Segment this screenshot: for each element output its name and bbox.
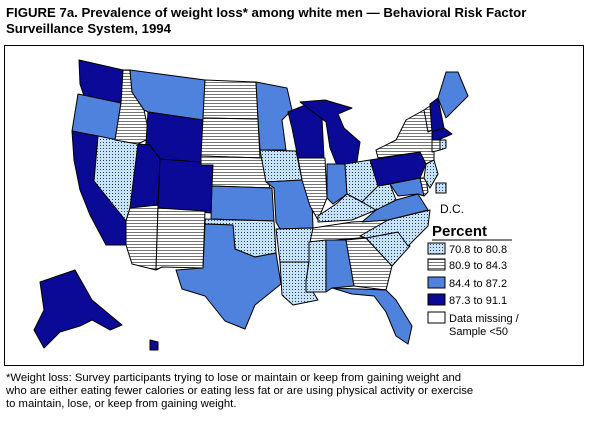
- footnote-line-1: *Weight loss: Survey participants trying…: [6, 372, 462, 384]
- legend-label-1: 70.8 to 80.8: [449, 244, 507, 256]
- state-west-virginia: [361, 183, 397, 211]
- state-colorado: [157, 158, 214, 214]
- state-maryland: [389, 177, 425, 197]
- state-florida: [331, 287, 413, 345]
- state-alaska: [33, 269, 123, 349]
- title-line-2: Surveillance System, 1994: [6, 21, 171, 36]
- footnote: *Weight loss: Survey participants trying…: [6, 372, 586, 411]
- state-iowa: [259, 149, 303, 183]
- legend-swatch-5: [427, 311, 446, 324]
- dc-swatch: [435, 182, 447, 194]
- state-indiana: [326, 163, 348, 205]
- legend-swatch-2: [427, 258, 446, 271]
- legend-swatch-4: [427, 293, 446, 306]
- state-massachusetts: [431, 127, 453, 141]
- state-south-dakota: [200, 117, 261, 159]
- state-minnesota: [255, 81, 293, 151]
- footnote-line-2: who are either eating fewer calories or …: [6, 385, 474, 397]
- legend-swatch-3: [427, 276, 446, 289]
- legend-label-3: 84.4 to 87.2: [449, 278, 507, 290]
- legend-label-2: 80.9 to 84.3: [449, 260, 507, 272]
- state-kansas: [210, 185, 275, 222]
- title-line-1: FIGURE 7a. Prevalence of weight loss* am…: [6, 5, 527, 20]
- legend-label-5b: Sample <50: [449, 326, 508, 338]
- state-new-jersey: [423, 159, 439, 189]
- figure-title: FIGURE 7a. Prevalence of weight loss* am…: [6, 5, 586, 37]
- legend-swatch-1: [427, 242, 446, 255]
- state-arizona: [125, 204, 159, 271]
- state-maine: [437, 71, 469, 119]
- state-connecticut: [431, 139, 441, 153]
- dc-label: D.C.: [440, 202, 464, 216]
- map-panel: [4, 45, 584, 366]
- legend-label-5a: Data missing /: [449, 313, 520, 325]
- state-new-mexico: [155, 207, 206, 271]
- state-texas: [175, 223, 282, 330]
- footnote-line-3: to maintain, lose, or keep from gaining …: [6, 398, 237, 410]
- legend-title: Percent: [432, 223, 487, 240]
- state-north-dakota: [202, 79, 259, 120]
- legend-label-4: 87.3 to 91.1: [449, 295, 507, 307]
- state-michigan: [299, 99, 361, 169]
- state-mississippi: [305, 239, 327, 293]
- state-rhode-island: [439, 139, 447, 151]
- legend: Percent 70.8 to 80.8 80.9 to 84.3 84.4 t…: [427, 223, 520, 338]
- state-alabama: [325, 239, 355, 293]
- state-arkansas: [275, 227, 314, 263]
- state-hawaii: [149, 339, 159, 351]
- state-georgia: [345, 237, 393, 291]
